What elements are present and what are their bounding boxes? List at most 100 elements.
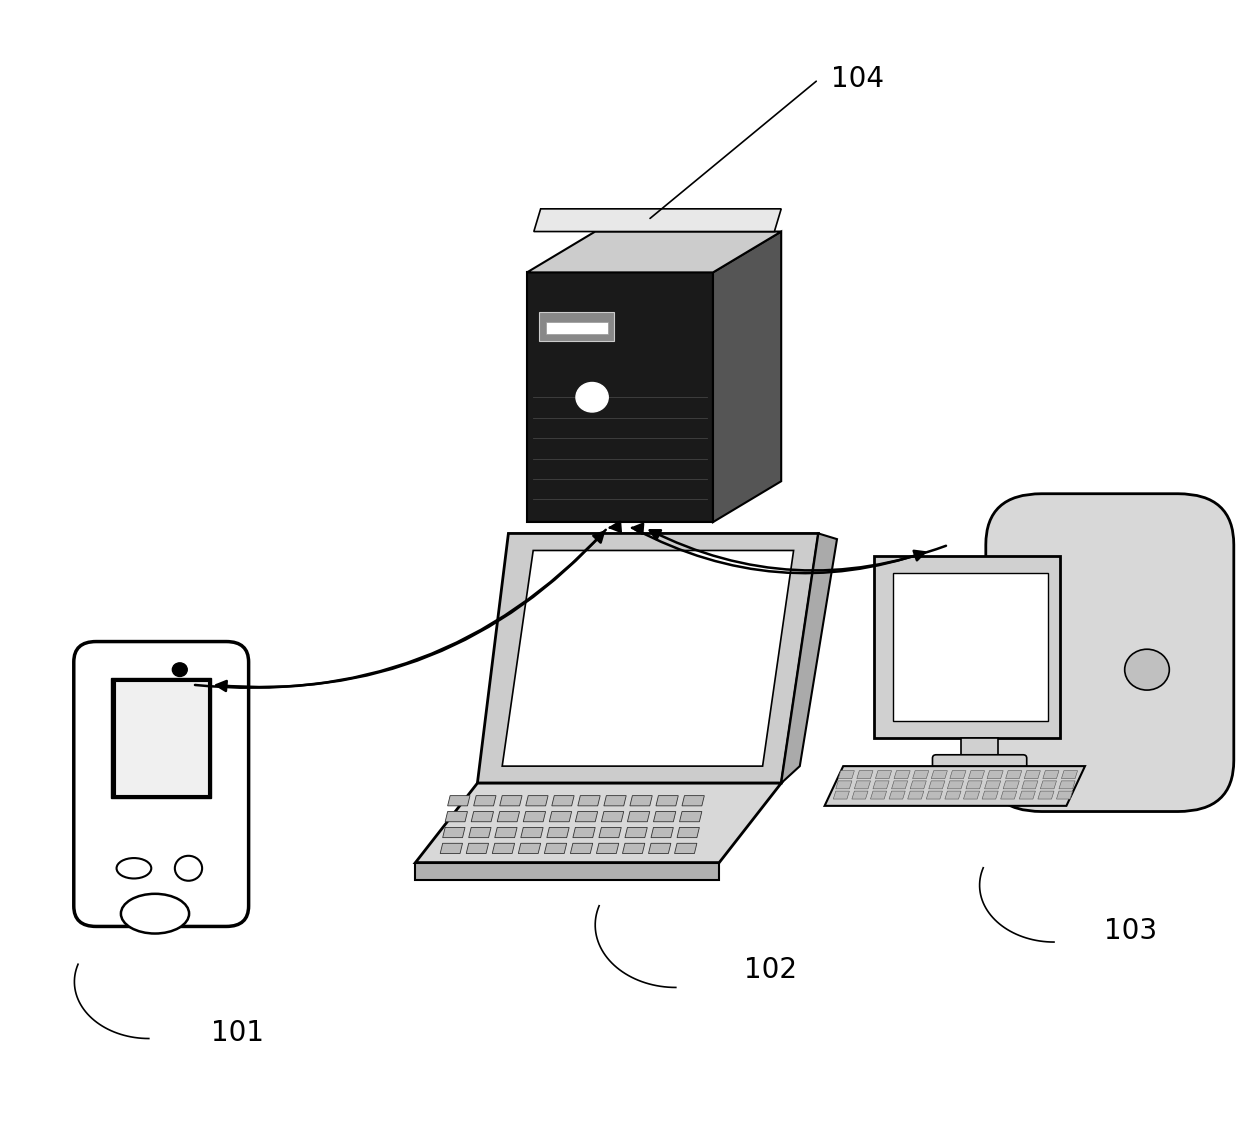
- Polygon shape: [649, 843, 671, 854]
- Polygon shape: [502, 550, 794, 766]
- FancyBboxPatch shape: [986, 494, 1234, 812]
- Polygon shape: [1040, 781, 1056, 789]
- Polygon shape: [500, 796, 522, 806]
- Polygon shape: [627, 812, 650, 822]
- Polygon shape: [604, 796, 626, 806]
- Polygon shape: [622, 843, 645, 854]
- Polygon shape: [440, 843, 463, 854]
- Polygon shape: [963, 791, 980, 799]
- Ellipse shape: [117, 858, 151, 878]
- Polygon shape: [1019, 791, 1035, 799]
- Polygon shape: [415, 863, 719, 880]
- Polygon shape: [443, 827, 465, 838]
- Polygon shape: [680, 812, 702, 822]
- Polygon shape: [599, 827, 621, 838]
- Polygon shape: [1056, 791, 1073, 799]
- Polygon shape: [854, 781, 870, 789]
- Polygon shape: [781, 533, 837, 783]
- Polygon shape: [651, 827, 673, 838]
- Polygon shape: [596, 843, 619, 854]
- FancyBboxPatch shape: [546, 322, 608, 334]
- Polygon shape: [570, 843, 593, 854]
- Polygon shape: [950, 771, 966, 779]
- Polygon shape: [495, 827, 517, 838]
- Text: 103: 103: [1104, 917, 1157, 944]
- Polygon shape: [857, 771, 873, 779]
- Polygon shape: [544, 843, 567, 854]
- Polygon shape: [852, 791, 868, 799]
- Polygon shape: [825, 766, 1085, 806]
- Polygon shape: [966, 781, 982, 789]
- Polygon shape: [497, 812, 520, 822]
- Polygon shape: [1038, 791, 1054, 799]
- Polygon shape: [1059, 781, 1075, 789]
- Polygon shape: [675, 843, 697, 854]
- Polygon shape: [874, 556, 1060, 738]
- Polygon shape: [836, 781, 852, 789]
- Polygon shape: [713, 232, 781, 522]
- Polygon shape: [889, 791, 905, 799]
- Polygon shape: [575, 812, 598, 822]
- Polygon shape: [947, 781, 963, 789]
- Polygon shape: [521, 827, 543, 838]
- Polygon shape: [573, 827, 595, 838]
- Polygon shape: [653, 812, 676, 822]
- Polygon shape: [682, 796, 704, 806]
- Polygon shape: [875, 771, 892, 779]
- Polygon shape: [445, 812, 467, 822]
- Polygon shape: [926, 791, 942, 799]
- FancyBboxPatch shape: [539, 312, 614, 340]
- Polygon shape: [549, 812, 572, 822]
- Polygon shape: [987, 771, 1003, 779]
- Circle shape: [172, 663, 187, 676]
- Polygon shape: [477, 533, 818, 783]
- Polygon shape: [893, 573, 1048, 721]
- Polygon shape: [968, 771, 985, 779]
- Polygon shape: [982, 791, 998, 799]
- Polygon shape: [873, 781, 889, 789]
- FancyBboxPatch shape: [112, 678, 211, 798]
- Polygon shape: [1043, 771, 1059, 779]
- Polygon shape: [526, 796, 548, 806]
- Polygon shape: [913, 771, 929, 779]
- FancyBboxPatch shape: [74, 641, 248, 926]
- Polygon shape: [415, 783, 781, 863]
- Polygon shape: [448, 796, 470, 806]
- FancyBboxPatch shape: [932, 755, 1027, 775]
- Polygon shape: [908, 791, 924, 799]
- Polygon shape: [518, 843, 541, 854]
- Polygon shape: [833, 791, 849, 799]
- Polygon shape: [1061, 771, 1078, 779]
- Polygon shape: [471, 812, 494, 822]
- Polygon shape: [892, 781, 908, 789]
- Ellipse shape: [122, 894, 188, 933]
- Polygon shape: [469, 827, 491, 838]
- Polygon shape: [625, 827, 647, 838]
- Polygon shape: [552, 796, 574, 806]
- Text: 104: 104: [831, 66, 884, 93]
- Polygon shape: [527, 232, 781, 272]
- Text: 101: 101: [211, 1019, 264, 1046]
- Polygon shape: [870, 791, 887, 799]
- Polygon shape: [474, 796, 496, 806]
- Polygon shape: [929, 781, 945, 789]
- Polygon shape: [533, 209, 781, 232]
- Polygon shape: [523, 812, 546, 822]
- Circle shape: [1125, 649, 1169, 690]
- Polygon shape: [961, 738, 998, 760]
- Polygon shape: [466, 843, 489, 854]
- Polygon shape: [985, 781, 1001, 789]
- Polygon shape: [677, 827, 699, 838]
- Polygon shape: [945, 791, 961, 799]
- Text: 102: 102: [744, 957, 797, 984]
- Polygon shape: [1003, 781, 1019, 789]
- Polygon shape: [910, 781, 926, 789]
- Polygon shape: [527, 272, 713, 522]
- Polygon shape: [931, 771, 947, 779]
- Polygon shape: [656, 796, 678, 806]
- Circle shape: [175, 856, 202, 881]
- Circle shape: [575, 382, 609, 412]
- Polygon shape: [601, 812, 624, 822]
- Polygon shape: [492, 843, 515, 854]
- Polygon shape: [894, 771, 910, 779]
